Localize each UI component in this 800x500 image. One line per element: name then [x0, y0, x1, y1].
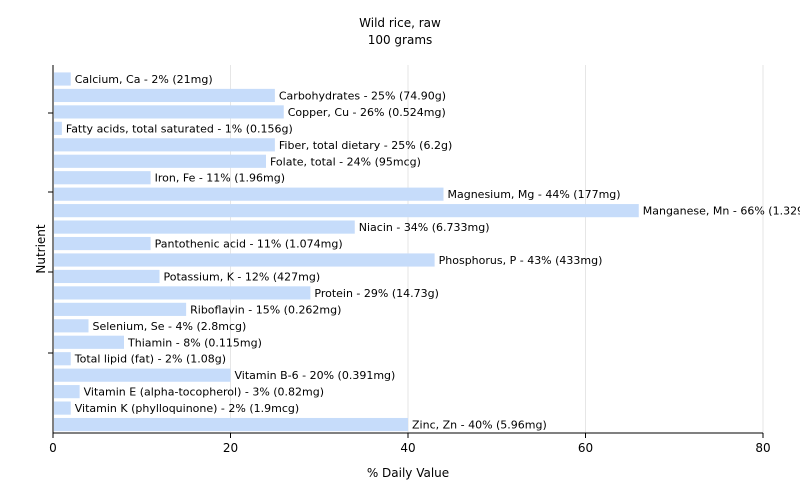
bar-data-label: Calcium, Ca - 2% (21mg)	[75, 73, 213, 86]
bars: Calcium, Ca - 2% (21mg) Carbohydrates - 2…	[54, 72, 800, 432]
bar	[54, 105, 284, 119]
chart-subtitle: 100 grams	[368, 33, 433, 47]
bar-data-label: Zinc, Zn - 40% (5.96mg)	[412, 419, 547, 432]
bar-data-label: Total lipid (fat) - 2% (1.08g)	[74, 353, 226, 366]
bar	[54, 187, 444, 201]
bar-data-label: Folate, total - 24% (95mcg)	[270, 155, 421, 168]
x-tick-label: 0	[49, 441, 57, 455]
bar	[54, 154, 266, 168]
x-tick-label: 80	[755, 441, 770, 455]
bar-data-label: Niacin - 34% (6.733mg)	[359, 221, 490, 234]
bar	[54, 352, 71, 366]
bar	[54, 385, 80, 399]
bar-data-label: Magnesium, Mg - 44% (177mg)	[448, 188, 621, 201]
bar	[54, 236, 151, 251]
bar-data-label: Vitamin E (alpha-tocopherol) - 3% (0.82m…	[84, 386, 324, 399]
bar	[54, 417, 408, 432]
bar	[54, 302, 187, 316]
bar	[54, 319, 89, 333]
bar-data-label: Riboflavin - 15% (0.262mg)	[190, 303, 341, 316]
bar	[54, 253, 435, 267]
bar	[54, 88, 275, 103]
bar-data-label: Fatty acids, total saturated - 1% (0.156…	[66, 122, 293, 135]
bar	[54, 138, 275, 152]
bar-data-label: Copper, Cu - 26% (0.524mg)	[288, 106, 446, 119]
bar	[54, 335, 124, 349]
x-tick-label: 20	[223, 441, 238, 455]
x-ticks: 0 20 40 60 80	[48, 112, 771, 455]
x-tick-label: 60	[578, 441, 593, 455]
bar-data-label: Fiber, total dietary - 25% (6.2g)	[279, 139, 452, 152]
y-axis-label: Nutrient	[34, 224, 48, 274]
bar	[54, 121, 62, 135]
bar	[54, 269, 160, 284]
bar	[54, 204, 639, 218]
bar	[54, 220, 355, 234]
chart-title: Wild rice, raw	[359, 16, 441, 30]
bar-data-label: Protein - 29% (14.73g)	[314, 287, 439, 300]
bar	[54, 368, 231, 382]
x-axis-label: % Daily Value	[367, 466, 449, 480]
bar	[54, 286, 311, 300]
bar	[54, 72, 71, 86]
bar-data-label: Manganese, Mn - 66% (1.329mg)	[643, 205, 800, 218]
bar-data-label: Iron, Fe - 11% (1.96mg)	[155, 172, 285, 185]
bar-data-label: Phosphorus, P - 43% (433mg)	[439, 254, 603, 267]
x-tick-label: 40	[400, 441, 415, 455]
bar	[54, 401, 71, 415]
bar-data-label: Vitamin B-6 - 20% (0.391mg)	[235, 369, 396, 382]
bar-data-label: Carbohydrates - 25% (74.90g)	[279, 89, 446, 102]
bar-data-label: Potassium, K - 12% (427mg)	[164, 270, 321, 283]
bar-data-label: Thiamin - 8% (0.115mg)	[127, 336, 262, 349]
bar-data-label: Pantothenic acid - 11% (1.074mg)	[155, 238, 343, 251]
bar	[54, 171, 151, 185]
bar-data-label: Vitamin K (phylloquinone) - 2% (1.9mcg)	[75, 402, 299, 415]
bar-data-label: Selenium, Se - 4% (2.8mcg)	[93, 320, 247, 333]
